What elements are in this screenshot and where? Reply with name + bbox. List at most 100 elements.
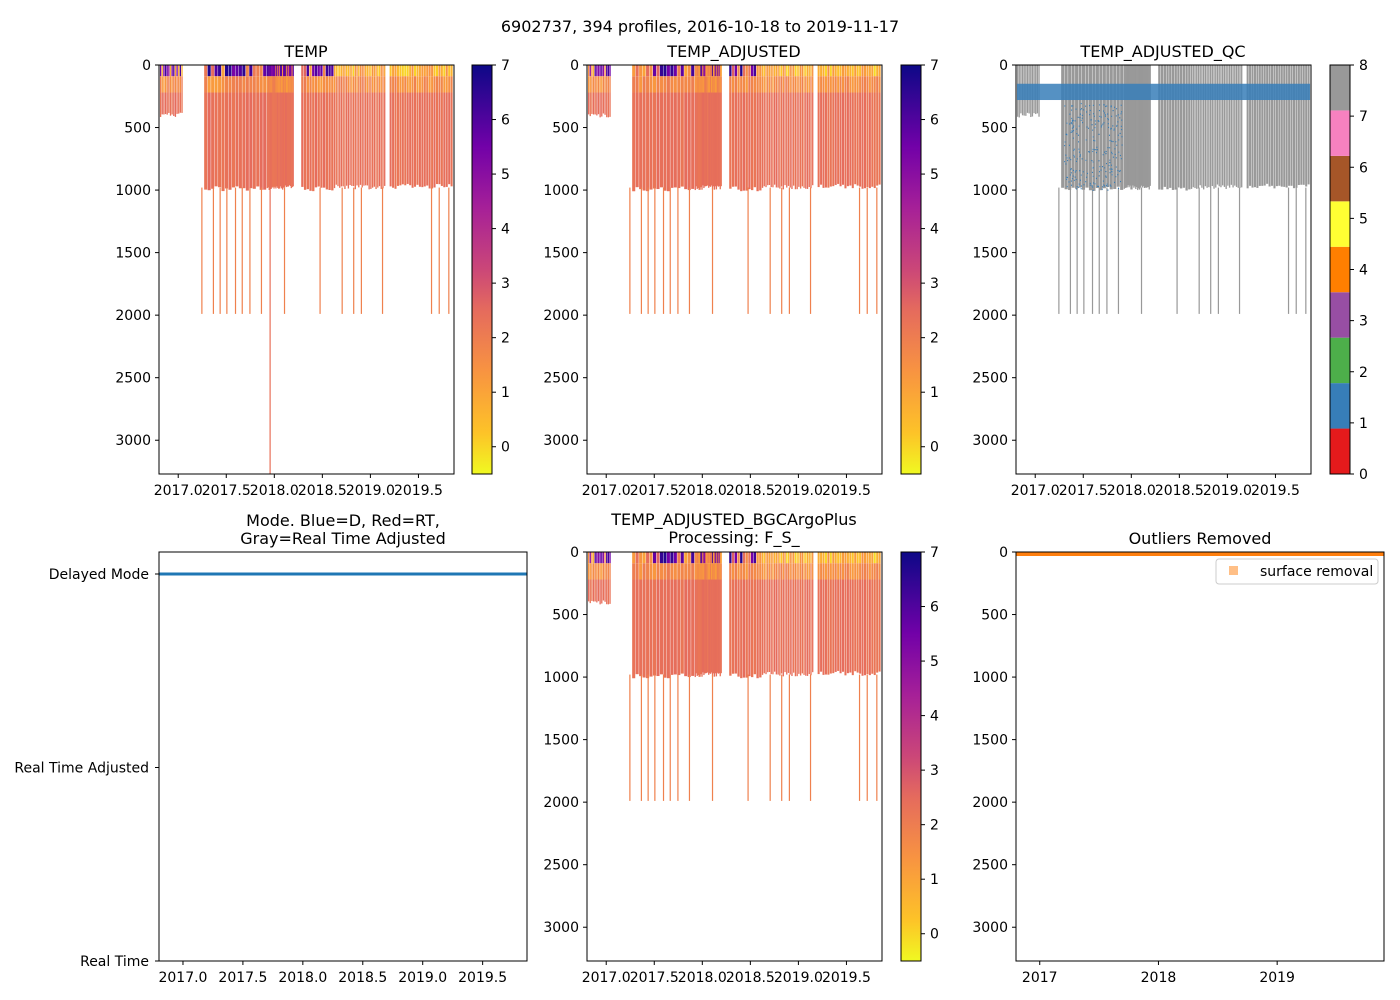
profile-upper-cell [245, 76, 249, 93]
qc-flag1-dot [1080, 174, 1082, 176]
profile-surface-cell [750, 552, 754, 564]
deep-profile-line [809, 187, 812, 314]
deep-profile-line [629, 187, 631, 314]
profile-surface-cell [687, 65, 691, 77]
profile-surface-cell [249, 65, 253, 77]
profile-upper-cell [756, 563, 759, 580]
qc-profile-cell [1138, 65, 1140, 189]
profile-surface-cell [768, 552, 771, 564]
profile-surface-cell [609, 552, 611, 564]
profile-upper-cell [859, 563, 862, 580]
profile-deep-cell [705, 92, 707, 187]
profile-deep-cell [169, 92, 172, 116]
profile-deep-cell [411, 92, 414, 188]
profile-upper-cell [720, 563, 722, 580]
profile-upper-cell [878, 563, 881, 580]
qc-flag1-dot [1071, 117, 1073, 120]
qc-profile-cell [1192, 65, 1194, 188]
x-tick-label: 2018.0 [1107, 483, 1156, 499]
bgc-heatmap-panel: TEMP_ADJUSTED_BGCArgoPlus Processing: F_… [543, 510, 939, 986]
qc-flag1-dot [1070, 122, 1072, 124]
profile-surface-cell [659, 65, 663, 77]
deep-profile-line [781, 674, 783, 801]
deep-profile-line [747, 187, 749, 314]
profile-deep-cell [824, 579, 827, 675]
profile-deep-cell [659, 579, 663, 675]
profile-upper-cell [274, 76, 276, 93]
qc-profile-cell [1213, 65, 1215, 189]
profile-upper-cell [280, 76, 282, 93]
profile-surface-cell [873, 65, 876, 77]
qc-flag1-dot [1076, 158, 1078, 160]
profile-upper-cell [599, 563, 601, 580]
profile-deep-cell [742, 92, 746, 191]
profile-deep-cell [256, 92, 260, 187]
profile-surface-cell [666, 65, 670, 77]
profile-surface-cell [159, 65, 162, 77]
profile-deep-cell [337, 92, 339, 187]
profile-deep-cell [179, 92, 182, 113]
profile-surface-cell [433, 65, 436, 77]
profile-surface-cell [271, 65, 273, 77]
profile-deep-cell [228, 92, 232, 190]
profile-upper-cell [767, 563, 769, 580]
profile-surface-cell [594, 552, 596, 564]
profile-surface-cell [266, 65, 268, 77]
profile-upper-cell [801, 563, 803, 580]
deep-profile-line [809, 674, 812, 801]
profile-surface-cell [767, 65, 769, 77]
profile-deep-cell [859, 579, 862, 674]
profile-surface-cell [268, 65, 270, 77]
profile-upper-cell [846, 563, 849, 580]
qc-flag1-dot [1078, 148, 1080, 150]
profile-upper-cell [810, 563, 812, 580]
profile-surface-cell [276, 65, 278, 77]
profile-surface-cell [380, 65, 382, 77]
profile-deep-cell [839, 579, 842, 674]
profile-deep-cell [779, 579, 781, 676]
profile-deep-cell [767, 92, 769, 186]
profile-surface-cell [782, 65, 784, 77]
profile-upper-cell [342, 76, 344, 93]
deep-profile-line [688, 674, 691, 801]
qc-flag1-dot [1071, 120, 1073, 122]
qc-profile-cell [1177, 65, 1180, 188]
qc-profile-cell [1234, 65, 1236, 186]
profile-upper-cell [718, 563, 720, 580]
temp-adjusted-qc-heatmap-panel: TEMP_ADJUSTED_QC 05001000150020002500300… [972, 42, 1368, 499]
profile-deep-cell [808, 92, 810, 188]
profile-upper-cell [435, 76, 439, 93]
profile-deep-cell [673, 579, 677, 675]
profile-surface-cell [274, 65, 276, 77]
profile-deep-cell [714, 92, 717, 187]
profile-deep-cell [806, 92, 809, 189]
qc-flag1-dot [1092, 148, 1094, 150]
profile-deep-cell [827, 579, 830, 675]
profile-surface-cell [701, 552, 703, 564]
qc-flag1-dot [1107, 185, 1109, 187]
profile-deep-cell [793, 92, 795, 186]
profile-surface-cell [772, 552, 774, 564]
profile-deep-cell [810, 579, 812, 676]
profile-deep-cell [606, 92, 608, 118]
profile-surface-cell [609, 65, 611, 77]
profile-deep-cell [670, 92, 674, 188]
qc-flag1-dot [1105, 185, 1107, 187]
profile-surface-cell [652, 65, 657, 77]
profile-deep-cell [709, 92, 712, 187]
profile-upper-cell [832, 76, 835, 93]
profile-surface-cell [279, 65, 281, 77]
profile-upper-cell [277, 76, 279, 93]
profile-upper-cell [715, 563, 718, 580]
profile-surface-cell [649, 65, 653, 77]
bgc-panel-title-line1: TEMP_ADJUSTED_BGCArgoPlus [610, 510, 856, 530]
profile-upper-cell [166, 76, 168, 93]
colorbar-tick-label: 1 [930, 385, 939, 401]
profile-surface-cell [817, 552, 820, 564]
qc-flag1-dot [1096, 149, 1098, 151]
profile-upper-cell [242, 76, 246, 93]
profile-surface-cell [666, 552, 670, 564]
qc-flag1-dot [1081, 108, 1083, 110]
profile-upper-cell [801, 76, 803, 93]
profile-surface-cell [174, 65, 177, 77]
